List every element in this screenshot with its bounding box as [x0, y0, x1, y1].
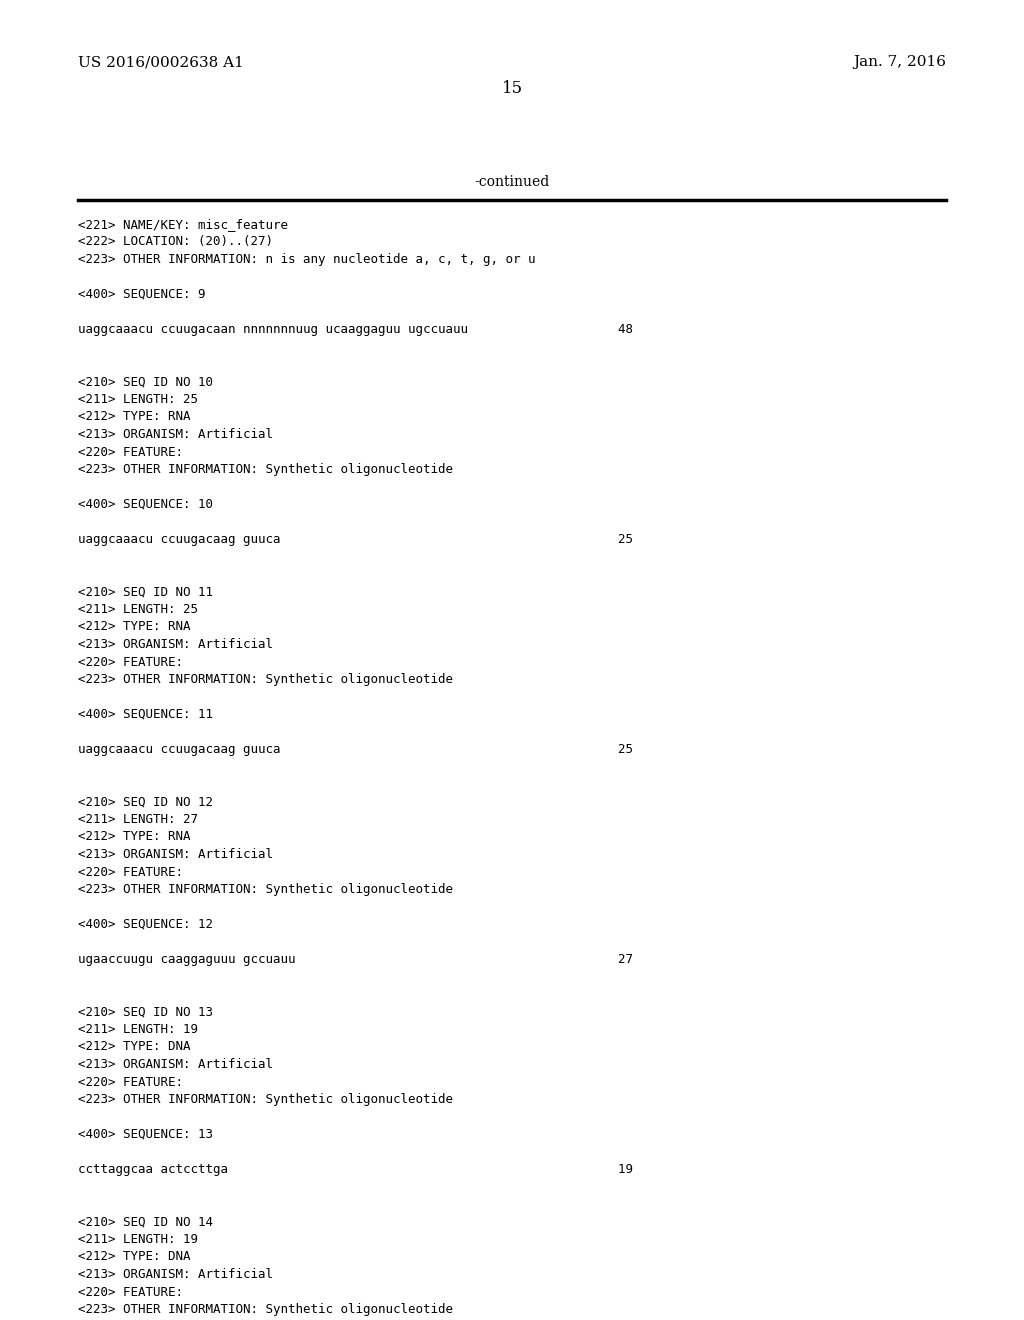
- Text: <223> OTHER INFORMATION: Synthetic oligonucleotide: <223> OTHER INFORMATION: Synthetic oligo…: [78, 1303, 453, 1316]
- Text: <212> TYPE: RNA: <212> TYPE: RNA: [78, 620, 190, 634]
- Text: <213> ORGANISM: Artificial: <213> ORGANISM: Artificial: [78, 1269, 273, 1280]
- Text: US 2016/0002638 A1: US 2016/0002638 A1: [78, 55, 244, 69]
- Text: Jan. 7, 2016: Jan. 7, 2016: [853, 55, 946, 69]
- Text: <400> SEQUENCE: 11: <400> SEQUENCE: 11: [78, 708, 213, 721]
- Text: <400> SEQUENCE: 13: <400> SEQUENCE: 13: [78, 1129, 213, 1140]
- Text: <220> FEATURE:: <220> FEATURE:: [78, 446, 183, 458]
- Text: <400> SEQUENCE: 10: <400> SEQUENCE: 10: [78, 498, 213, 511]
- Text: <212> TYPE: RNA: <212> TYPE: RNA: [78, 411, 190, 424]
- Text: <212> TYPE: RNA: <212> TYPE: RNA: [78, 830, 190, 843]
- Text: <211> LENGTH: 25: <211> LENGTH: 25: [78, 393, 198, 407]
- Text: <211> LENGTH: 19: <211> LENGTH: 19: [78, 1233, 198, 1246]
- Text: <210> SEQ ID NO 10: <210> SEQ ID NO 10: [78, 375, 213, 388]
- Text: uaggcaaacu ccuugacaag guuca                                             25: uaggcaaacu ccuugacaag guuca 25: [78, 743, 633, 756]
- Text: <213> ORGANISM: Artificial: <213> ORGANISM: Artificial: [78, 1059, 273, 1071]
- Text: <213> ORGANISM: Artificial: <213> ORGANISM: Artificial: [78, 638, 273, 651]
- Text: <210> SEQ ID NO 13: <210> SEQ ID NO 13: [78, 1006, 213, 1019]
- Text: <213> ORGANISM: Artificial: <213> ORGANISM: Artificial: [78, 847, 273, 861]
- Text: uaggcaaacu ccuugacaan nnnnnnnuug ucaaggaguu ugccuauu                    48: uaggcaaacu ccuugacaan nnnnnnnuug ucaagga…: [78, 323, 633, 337]
- Text: <212> TYPE: DNA: <212> TYPE: DNA: [78, 1040, 190, 1053]
- Text: 15: 15: [502, 81, 522, 96]
- Text: <223> OTHER INFORMATION: Synthetic oligonucleotide: <223> OTHER INFORMATION: Synthetic oligo…: [78, 673, 453, 686]
- Text: <400> SEQUENCE: 12: <400> SEQUENCE: 12: [78, 917, 213, 931]
- Text: uaggcaaacu ccuugacaag guuca                                             25: uaggcaaacu ccuugacaag guuca 25: [78, 533, 633, 546]
- Text: <220> FEATURE:: <220> FEATURE:: [78, 656, 183, 668]
- Text: <223> OTHER INFORMATION: n is any nucleotide a, c, t, g, or u: <223> OTHER INFORMATION: n is any nucleo…: [78, 253, 536, 267]
- Text: -continued: -continued: [474, 176, 550, 189]
- Text: <220> FEATURE:: <220> FEATURE:: [78, 866, 183, 879]
- Text: ccttaggcaa actccttga                                                    19: ccttaggcaa actccttga 19: [78, 1163, 633, 1176]
- Text: <213> ORGANISM: Artificial: <213> ORGANISM: Artificial: [78, 428, 273, 441]
- Text: ugaaccuugu caaggaguuu gccuauu                                           27: ugaaccuugu caaggaguuu gccuauu 27: [78, 953, 633, 966]
- Text: <210> SEQ ID NO 14: <210> SEQ ID NO 14: [78, 1216, 213, 1229]
- Text: <211> LENGTH: 27: <211> LENGTH: 27: [78, 813, 198, 826]
- Text: <211> LENGTH: 19: <211> LENGTH: 19: [78, 1023, 198, 1036]
- Text: <223> OTHER INFORMATION: Synthetic oligonucleotide: <223> OTHER INFORMATION: Synthetic oligo…: [78, 463, 453, 477]
- Text: <211> LENGTH: 25: <211> LENGTH: 25: [78, 603, 198, 616]
- Text: <221> NAME/KEY: misc_feature: <221> NAME/KEY: misc_feature: [78, 218, 288, 231]
- Text: <210> SEQ ID NO 11: <210> SEQ ID NO 11: [78, 586, 213, 598]
- Text: <222> LOCATION: (20)..(27): <222> LOCATION: (20)..(27): [78, 235, 273, 248]
- Text: <210> SEQ ID NO 12: <210> SEQ ID NO 12: [78, 796, 213, 808]
- Text: <220> FEATURE:: <220> FEATURE:: [78, 1076, 183, 1089]
- Text: <223> OTHER INFORMATION: Synthetic oligonucleotide: <223> OTHER INFORMATION: Synthetic oligo…: [78, 1093, 453, 1106]
- Text: <212> TYPE: DNA: <212> TYPE: DNA: [78, 1250, 190, 1263]
- Text: <223> OTHER INFORMATION: Synthetic oligonucleotide: <223> OTHER INFORMATION: Synthetic oligo…: [78, 883, 453, 896]
- Text: <220> FEATURE:: <220> FEATURE:: [78, 1286, 183, 1299]
- Text: <400> SEQUENCE: 9: <400> SEQUENCE: 9: [78, 288, 206, 301]
